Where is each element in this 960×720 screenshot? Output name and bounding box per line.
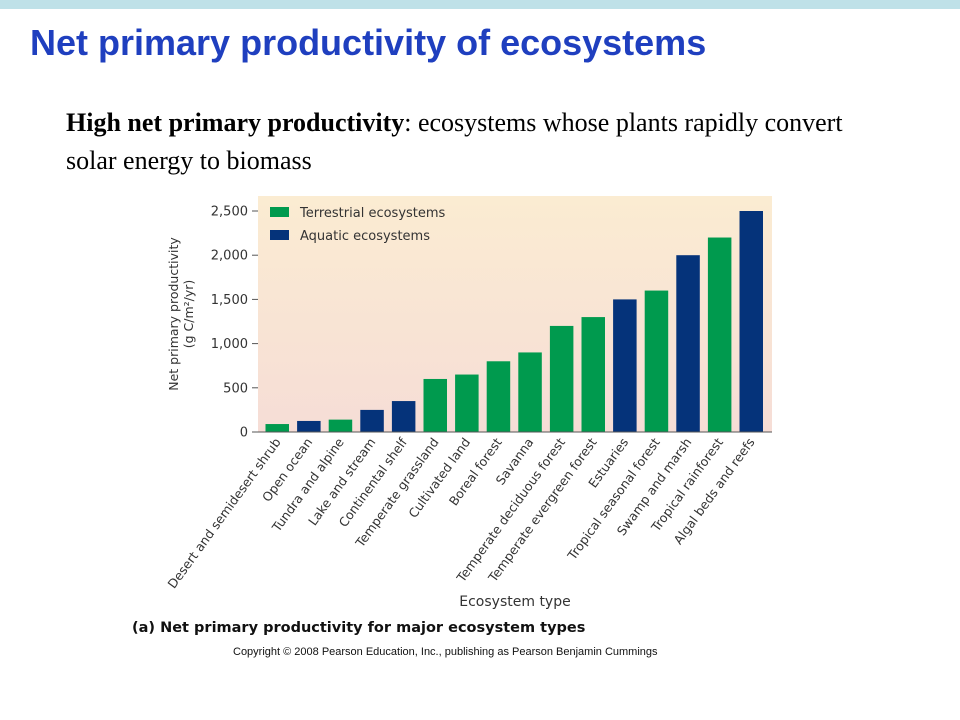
npp-bar-chart: Net primary productivity (g C/m²/yr) 0 50… [164,196,772,610]
legend-label: Aquatic ecosystems [300,229,430,244]
slide-title: Net primary productivity of ecosystems [30,22,707,63]
legend-label: Terrestrial ecosystems [299,206,446,221]
y-axis-label-line1: Net primary productivity [166,237,181,391]
y-tick-label: 2,000 [211,249,248,264]
top-accent-bar [0,0,960,9]
bar-terrestrial [707,237,732,432]
chart-caption: (a) Net primary productivity for major e… [132,620,586,636]
bar-aquatic [391,401,416,432]
y-axis-label-line2: (g C/m²/yr) [181,280,196,349]
bar-terrestrial [581,317,605,432]
bar-aquatic [613,299,637,432]
legend: Terrestrial ecosystems Aquatic ecosystems [270,206,446,244]
bar-terrestrial [328,419,353,432]
subtitle-bold: High net primary productivity [66,108,405,137]
bars [265,211,763,432]
y-tick-label: 1,500 [211,293,248,308]
bar-aquatic [676,255,700,432]
bar-aquatic [360,409,384,432]
y-tick-label: 500 [223,381,248,396]
y-tick-label: 1,000 [211,337,248,352]
legend-swatch [270,230,289,240]
x-tick-label: Desert and semidesert shrub [164,435,283,591]
bar-terrestrial [549,325,574,432]
bar-terrestrial [644,290,669,432]
legend-swatch [270,207,289,217]
subtitle: High net primary productivity: ecosystem… [66,104,866,180]
bar-aquatic [739,211,763,432]
y-tick-label: 2,500 [211,205,248,220]
bar-terrestrial [265,424,289,432]
copyright-notice: Copyright © 2008 Pearson Education, Inc.… [233,646,658,658]
x-axis-label: Ecosystem type [459,594,570,610]
y-axis-ticks: 0 500 1,000 1,500 2,000 2,500 [211,205,258,441]
bar-terrestrial [486,361,511,432]
y-tick-label: 0 [240,426,248,441]
bar-terrestrial [518,352,542,432]
bar-terrestrial [423,378,447,432]
bar-terrestrial [455,374,479,432]
subtitle-rest: : ecosystems whose plants rapidly conver… [66,108,843,175]
y-axis-label: Net primary productivity (g C/m²/yr) [166,237,196,391]
bar-aquatic [297,420,321,432]
